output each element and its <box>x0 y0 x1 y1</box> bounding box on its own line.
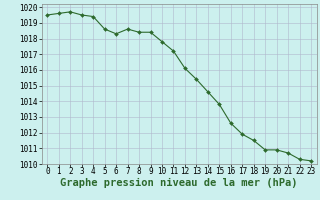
X-axis label: Graphe pression niveau de la mer (hPa): Graphe pression niveau de la mer (hPa) <box>60 178 298 188</box>
